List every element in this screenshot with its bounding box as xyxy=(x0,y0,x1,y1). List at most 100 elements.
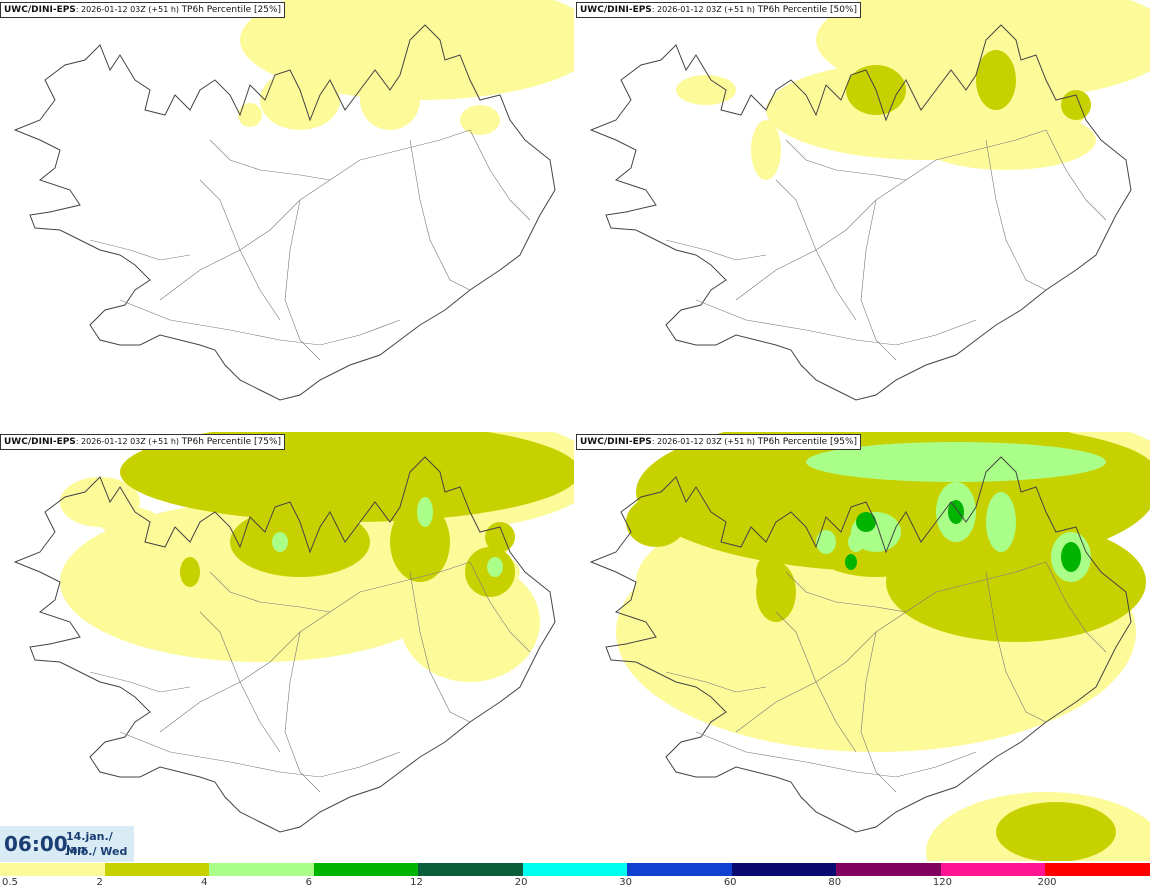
region-border xyxy=(284,631,321,793)
colorbar-segment xyxy=(0,863,105,876)
region-border xyxy=(775,179,857,321)
region-border xyxy=(119,731,401,778)
region-border xyxy=(785,571,907,613)
panel-25: UWC/DINI-EPS: 2026-01-12 03Z (+51 h) TP6… xyxy=(0,0,574,429)
percentile-title: TP6h Percentile [50%] xyxy=(757,5,858,15)
panel-title: UWC/DINI-EPS: 2026-01-12 03Z (+51 h) TP6… xyxy=(0,434,286,450)
panel-title: UWC/DINI-EPS: 2026-01-12 03Z (+51 h) TP6… xyxy=(0,2,286,18)
region-border xyxy=(119,299,401,346)
region-border xyxy=(159,129,471,301)
precip-area xyxy=(238,103,262,127)
valid-date-line1: 14.jan./ Jan xyxy=(66,830,113,856)
precip-area xyxy=(260,70,340,130)
colorbar-tick: 60 xyxy=(723,877,737,888)
panel-75: UWC/DINI-EPS: 2026-01-12 03Z (+51 h) TP6… xyxy=(0,432,574,861)
precip-area xyxy=(948,500,964,524)
precip-area xyxy=(816,530,836,554)
iceland-map xyxy=(589,432,1150,861)
region-border xyxy=(409,139,471,291)
region-border xyxy=(1045,561,1107,653)
run-info: : 2026-01-12 03Z (+51 h) xyxy=(75,437,182,446)
precip-area xyxy=(180,557,200,587)
colorbar-tick: 4 xyxy=(201,877,208,888)
precip-area xyxy=(986,492,1016,552)
coastline xyxy=(589,24,1132,401)
precip-area xyxy=(996,802,1116,861)
precipitation-field xyxy=(60,432,574,682)
coastline xyxy=(13,24,556,401)
model-name: UWC/DINI-EPS xyxy=(4,437,76,447)
precip-area xyxy=(360,70,420,130)
region-border xyxy=(159,561,471,733)
colorbar-tick: 12 xyxy=(410,877,423,888)
region-border xyxy=(469,561,531,653)
model-name: UWC/DINI-EPS xyxy=(4,5,76,15)
precip-area xyxy=(487,557,503,577)
panel-title: UWC/DINI-EPS: 2026-01-12 03Z (+51 h) TP6… xyxy=(576,434,862,450)
coastline xyxy=(13,456,556,833)
colorbar-ticks: 0.5 2 4 6 12 20 30 60 80 120 200 xyxy=(0,877,1150,891)
region-border xyxy=(199,179,281,321)
colorbar-tick: 2 xyxy=(96,877,103,888)
precipitation-field xyxy=(616,432,1150,861)
colorbar-segment xyxy=(1045,863,1150,876)
iceland-map xyxy=(13,432,574,833)
precip-area xyxy=(806,442,1106,482)
colorbar-segment xyxy=(522,863,628,876)
region-border xyxy=(665,239,767,261)
region-border xyxy=(89,671,191,693)
precip-area xyxy=(272,532,288,552)
colorbar-tick: 200 xyxy=(1037,877,1057,888)
colorbar-segment xyxy=(627,863,732,876)
colorbar-segment xyxy=(313,863,419,876)
iceland-map xyxy=(13,0,574,401)
precip-area xyxy=(417,497,433,527)
percentile-title: TP6h Percentile [95%] xyxy=(757,437,858,447)
colorbar-segment xyxy=(836,863,941,876)
model-name: UWC/DINI-EPS xyxy=(580,437,652,447)
panel-title: UWC/DINI-EPS: 2026-01-12 03Z (+51 h) TP6… xyxy=(576,2,862,18)
precipitation-field xyxy=(676,0,1150,180)
panel-95: UWC/DINI-EPS: 2026-01-12 03Z (+51 h) TP6… xyxy=(576,432,1150,861)
precip-area xyxy=(60,477,140,527)
region-border xyxy=(695,731,977,778)
region-border xyxy=(89,239,191,261)
region-border xyxy=(284,199,321,361)
precip-area xyxy=(756,562,796,622)
run-info: : 2026-01-12 03Z (+51 h) xyxy=(651,5,758,14)
region-border xyxy=(209,139,331,181)
colorbar-tick: 30 xyxy=(619,877,632,888)
valid-time: 06:00 xyxy=(4,832,68,856)
precip-area xyxy=(120,432,574,522)
colorbar-segment xyxy=(731,863,837,876)
precip-area xyxy=(1061,542,1081,572)
precip-area xyxy=(751,120,781,180)
region-border xyxy=(785,139,907,181)
coastline xyxy=(589,456,1132,833)
region-border xyxy=(469,129,531,221)
percentile-title: TP6h Percentile [25%] xyxy=(181,5,282,15)
precip-area xyxy=(886,522,1146,642)
precipitation-field xyxy=(238,0,574,135)
precipitation-colorbar xyxy=(0,863,1150,876)
run-info: : 2026-01-12 03Z (+51 h) xyxy=(651,437,758,446)
precip-area xyxy=(390,502,450,582)
precip-area xyxy=(845,554,857,570)
colorbar-tick: 0.5 xyxy=(2,877,18,888)
precip-area xyxy=(230,507,370,577)
region-border xyxy=(735,129,1047,301)
region-border xyxy=(860,199,897,361)
precip-area xyxy=(916,110,1096,170)
panel-50: UWC/DINI-EPS: 2026-01-12 03Z (+51 h) TP6… xyxy=(576,0,1150,429)
valid-date-line2: Mið./ Wed xyxy=(66,845,128,858)
percentile-title: TP6h Percentile [75%] xyxy=(181,437,282,447)
colorbar-tick: 20 xyxy=(514,877,528,888)
colorbar-tick: 120 xyxy=(932,877,952,888)
region-border xyxy=(985,571,1047,723)
precip-area xyxy=(460,105,500,135)
colorbar-segment xyxy=(104,863,210,876)
colorbar-segment xyxy=(940,863,1046,876)
colorbar-tick: 6 xyxy=(305,877,312,888)
valid-time-box: 06:00 14.jan./ Jan Mið./ Wed xyxy=(0,826,134,862)
precip-area xyxy=(976,50,1016,110)
